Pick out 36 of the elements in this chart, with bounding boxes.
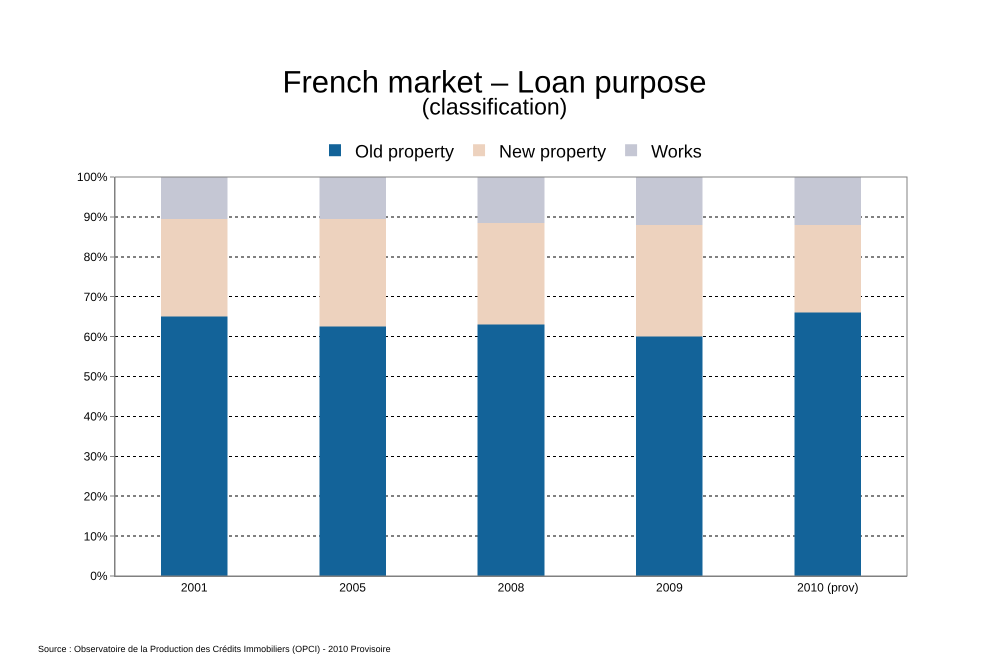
- bar: [160, 177, 228, 219]
- bar: [636, 224, 703, 337]
- bar: [794, 224, 862, 313]
- bar: [319, 177, 386, 219]
- bar: [160, 316, 228, 576]
- y-tick-label: 80%: [84, 250, 108, 264]
- legend-label: Old property: [355, 141, 454, 162]
- x-tick-label: 2005: [339, 580, 366, 594]
- bar: [794, 177, 862, 225]
- y-tick-label: 90%: [84, 210, 108, 224]
- bar: [319, 326, 386, 576]
- bar: [636, 336, 703, 576]
- x-tick-label: 2001: [180, 580, 208, 594]
- x-tick-label: 2009: [656, 580, 684, 594]
- x-tick-label: 2010 (prov): [797, 580, 858, 594]
- legend-label: New property: [499, 141, 606, 162]
- bar: [160, 218, 228, 317]
- y-tick-label: 20%: [84, 489, 108, 504]
- bar: [478, 177, 544, 223]
- x-tick-label: 2008: [498, 580, 525, 594]
- y-tick-label: 100%: [76, 170, 108, 184]
- source-note: Source : Observatoire de la Production des Crédits Immobiliers (OPCI) - 2010 Provisoire: [38, 644, 391, 654]
- bar: [478, 324, 544, 576]
- y-tick-label: 70%: [84, 290, 108, 304]
- bar: [319, 218, 386, 327]
- y-tick-label: 50%: [84, 370, 108, 384]
- bar: [636, 177, 703, 225]
- bar: [794, 312, 862, 576]
- chart-subtitle: (classification): [422, 94, 568, 120]
- y-tick-label: 10%: [84, 529, 108, 544]
- y-tick-label: 40%: [84, 410, 108, 424]
- legend-label: Works: [651, 141, 702, 162]
- y-tick-label: 60%: [84, 330, 108, 344]
- y-tick-label: 30%: [84, 450, 108, 464]
- y-tick-label: 0%: [90, 569, 108, 584]
- bar: [478, 222, 544, 325]
